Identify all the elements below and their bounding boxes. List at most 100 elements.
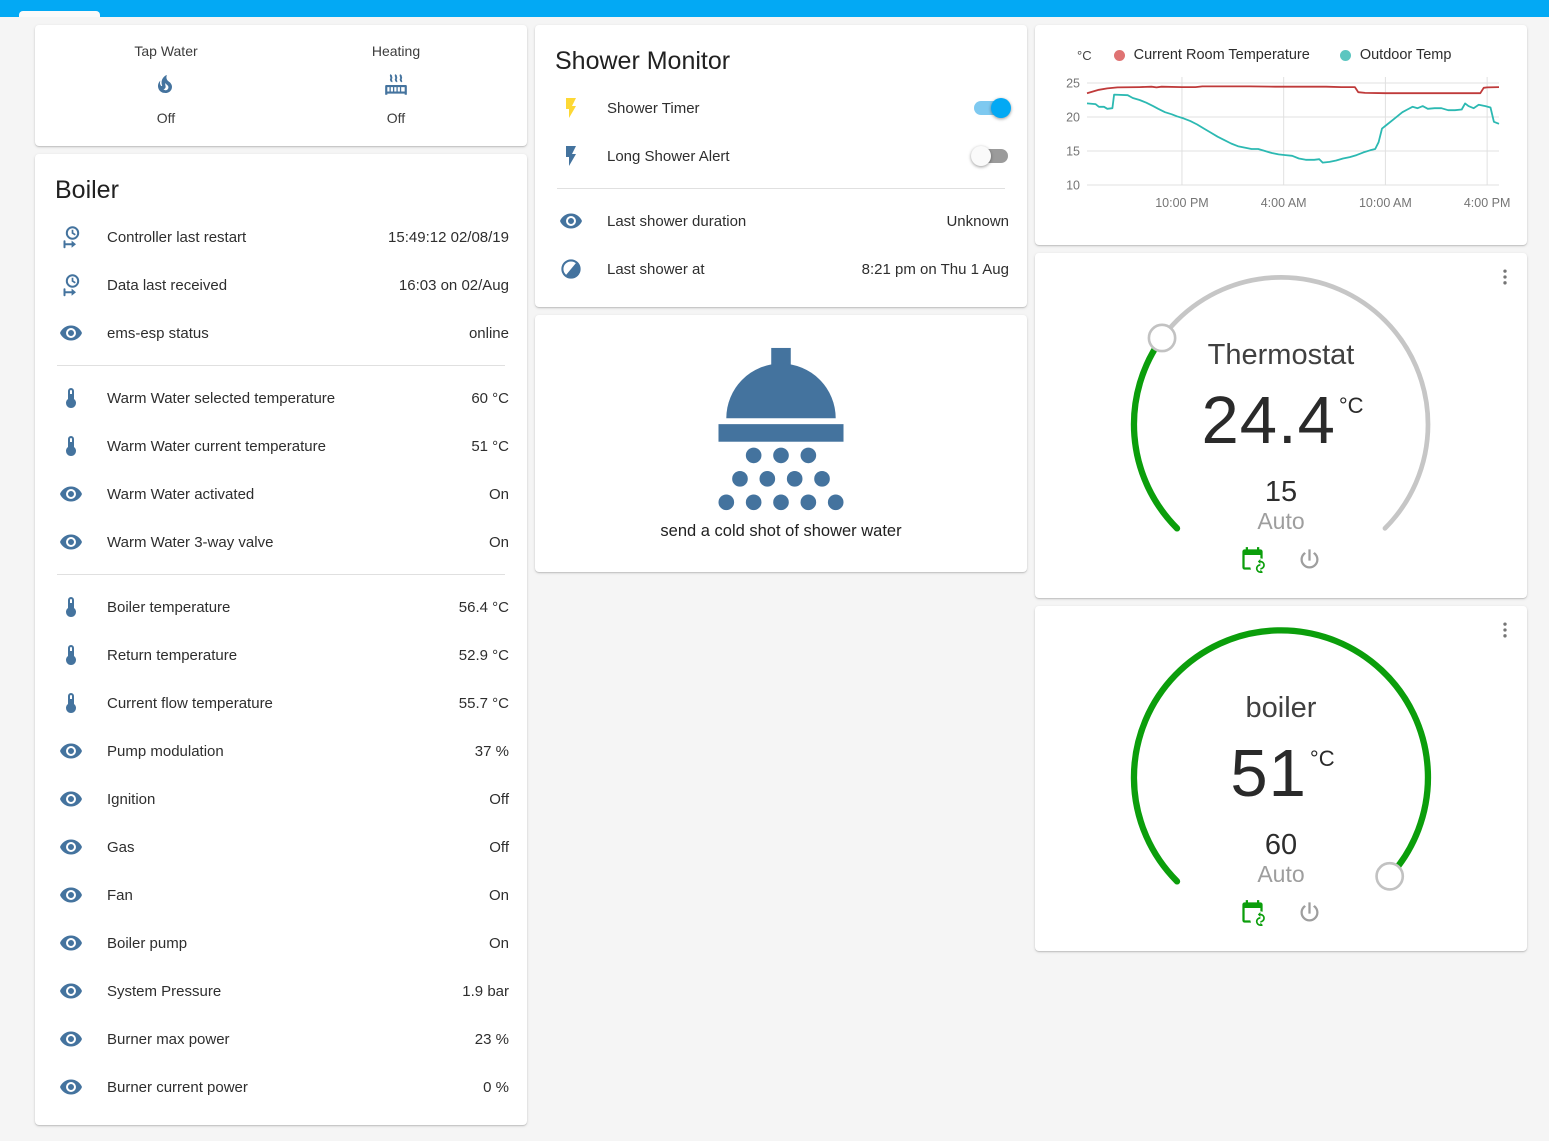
- card-menu-button[interactable]: [1491, 263, 1519, 291]
- card-menu-button[interactable]: [1491, 616, 1519, 644]
- boiler-rows: Controller last restart 15:49:12 02/08/19…: [51, 213, 511, 1111]
- history-chart-card: °C Current Room Temperature Outdoor Temp…: [1035, 25, 1527, 245]
- entity-row[interactable]: Last shower duration Unknown: [551, 197, 1011, 245]
- entity-row[interactable]: Warm Water activated On: [51, 470, 511, 518]
- eye-icon: [560, 213, 582, 229]
- eye-icon: [60, 791, 82, 807]
- entity-value: 23 %: [474, 1030, 509, 1048]
- calendar-sync-icon[interactable]: [1239, 899, 1266, 927]
- card-title: Boiler: [55, 176, 119, 204]
- entity-icon-wrap: [59, 321, 83, 345]
- entity-row[interactable]: Burner current power 0 %: [51, 1063, 511, 1111]
- card-title: Shower Monitor: [555, 47, 731, 75]
- boiler-dial-slider[interactable]: [1113, 622, 1449, 937]
- entity-row[interactable]: Current flow temperature 55.7 °C: [51, 679, 511, 727]
- eye-icon: [60, 935, 82, 951]
- dial-progress: [1130, 334, 1181, 532]
- toggle-switch-long-shower-alert[interactable]: [971, 146, 1011, 166]
- entity-icon-wrap: [59, 225, 83, 249]
- x-tick-label: 10:00 AM: [1359, 196, 1412, 210]
- app-header: [0, 0, 1549, 17]
- dial-handle[interactable]: [1147, 323, 1177, 353]
- entity-value: Unknown: [946, 212, 1009, 230]
- eye-icon: [60, 486, 82, 502]
- entity-icon-wrap: [559, 96, 583, 120]
- glance-state: Off: [156, 110, 176, 126]
- eye-icon: [60, 534, 82, 550]
- switch-thumb: [991, 98, 1011, 118]
- flash-icon: [566, 98, 576, 118]
- power-icon[interactable]: [1296, 899, 1323, 926]
- entity-value: Off: [489, 838, 509, 856]
- legend-item-room[interactable]: Current Room Temperature: [1113, 47, 1310, 63]
- entity-row[interactable]: Fan On: [51, 871, 511, 919]
- entity-name: Warm Water selected temperature: [107, 389, 336, 407]
- entity-row[interactable]: ems-esp status online: [51, 309, 511, 357]
- entity-row[interactable]: Controller last restart 15:49:12 02/08/19: [51, 213, 511, 261]
- entity-row[interactable]: Burner max power 23 %: [51, 1015, 511, 1063]
- entity-value: 37 %: [474, 742, 509, 760]
- thermometer-icon: [66, 645, 76, 665]
- legend-item-outdoor[interactable]: Outdoor Temp: [1339, 47, 1451, 63]
- entity-name: Current flow temperature: [107, 694, 273, 712]
- entity-icon-wrap: [59, 273, 83, 297]
- entity-row[interactable]: Warm Water selected temperature 60 °C: [51, 374, 511, 422]
- boiler-dial-text: boiler 51 °C 60 Auto: [1113, 622, 1449, 937]
- column-middle: Shower Monitor Shower Timer Long Shower A…: [535, 25, 1027, 572]
- target-temperature: 60: [1264, 829, 1298, 861]
- entity-icon-wrap: [59, 739, 83, 763]
- thermometer-icon: [66, 436, 76, 456]
- entity-row[interactable]: Ignition Off: [51, 775, 511, 823]
- entity-row[interactable]: Data last received 16:03 on 02/Aug: [51, 261, 511, 309]
- entity-name: Burner max power: [107, 1030, 230, 1048]
- glance-label: Heating: [371, 43, 421, 59]
- entity-row[interactable]: Warm Water current temperature 51 °C: [51, 422, 511, 470]
- dial-handle[interactable]: [1375, 861, 1405, 891]
- entity-value: Off: [489, 790, 509, 808]
- hvac-mode: Auto: [1257, 507, 1305, 534]
- glance-label: Tap Water: [134, 43, 198, 59]
- entity-row[interactable]: Last shower at 8:21 pm on Thu 1 Aug: [551, 245, 1011, 293]
- entity-row[interactable]: System Pressure 1.9 bar: [51, 967, 511, 1015]
- entity-name: Data last received: [107, 276, 228, 294]
- toggle-switch-shower-timer[interactable]: [971, 98, 1011, 118]
- temperature-history-chart[interactable]: 10 15 20 25 10:00 PM 4:00 AM 10:00 AM 4:00 PM: [1051, 65, 1511, 217]
- entity-row[interactable]: Boiler pump On: [51, 919, 511, 967]
- shower-head-icon: [718, 347, 844, 511]
- legend-label: Current Room Temperature: [1133, 47, 1310, 63]
- eye-icon: [60, 887, 82, 903]
- entity-icon-wrap: [59, 835, 83, 859]
- entity-value: On: [488, 886, 509, 904]
- active-view-tab[interactable]: [19, 11, 100, 17]
- entity-row[interactable]: Return temperature 52.9 °C: [51, 631, 511, 679]
- entity-value: 52.9 °C: [458, 646, 509, 664]
- entity-icon-wrap: [559, 144, 583, 168]
- glance-item-heating[interactable]: Heating Off: [281, 43, 511, 126]
- y-tick-label: 15: [1066, 145, 1080, 159]
- y-tick-label: 10: [1066, 179, 1080, 193]
- entity-row[interactable]: Warm Water 3-way valve On: [51, 518, 511, 566]
- entity-value: 60 °C: [471, 389, 509, 407]
- current-temperature-value: 51: [1230, 736, 1307, 811]
- shower-action-card[interactable]: send a cold shot of shower water: [535, 315, 1027, 572]
- entity-icon-wrap: [59, 787, 83, 811]
- entity-icon-wrap: [59, 595, 83, 619]
- entity-row[interactable]: Gas Off: [51, 823, 511, 871]
- thermostat-dial-slider[interactable]: [1113, 269, 1449, 584]
- entity-icon-wrap: [59, 691, 83, 715]
- entity-row[interactable]: Boiler temperature 56.4 °C: [51, 583, 511, 631]
- entity-icon-wrap: [59, 643, 83, 667]
- eye-icon: [60, 1079, 82, 1095]
- entity-value: On: [488, 934, 509, 952]
- power-icon[interactable]: [1296, 546, 1323, 573]
- calendar-sync-icon[interactable]: [1239, 546, 1266, 574]
- entity-row[interactable]: Pump modulation 37 %: [51, 727, 511, 775]
- entity-icon-wrap: [559, 209, 583, 233]
- entity-name: Warm Water current temperature: [107, 437, 326, 455]
- y-axis-unit: °C: [1077, 47, 1092, 63]
- entity-icon-wrap: [59, 530, 83, 554]
- glance-item-tap-water[interactable]: Tap Water Off: [51, 43, 281, 126]
- target-temperature: 15: [1264, 476, 1298, 508]
- divider: [557, 188, 1005, 189]
- entity-value: 15:49:12 02/08/19: [388, 228, 509, 246]
